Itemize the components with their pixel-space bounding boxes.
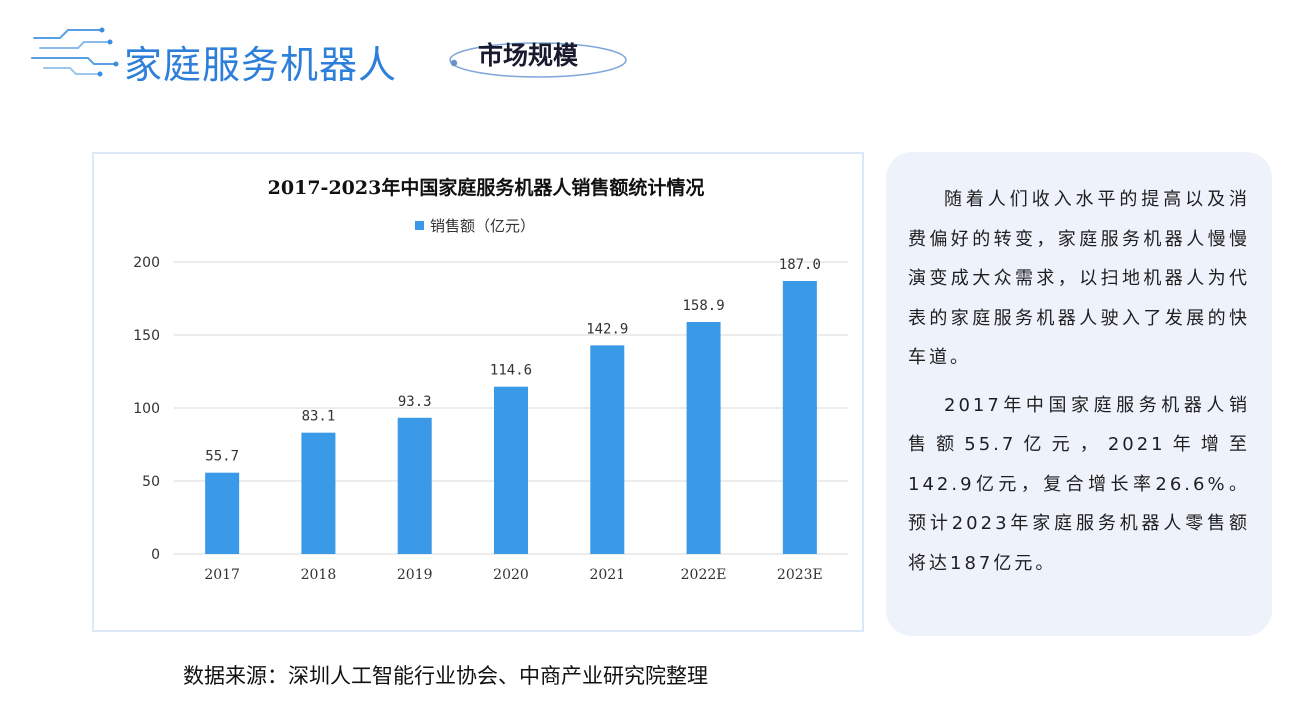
value-label: 158.9 — [682, 298, 724, 314]
chart-title: 2017-2023年中国家庭服务机器人销售额统计情况 — [268, 176, 705, 199]
circuit-lines-icon — [31, 27, 119, 77]
value-label: 142.9 — [586, 321, 628, 337]
bar-2018 — [301, 432, 336, 554]
value-label: 187.0 — [779, 257, 821, 273]
section-tag-ellipse — [449, 42, 627, 78]
y-axis-ticks: 0 50 100 150 200 — [133, 255, 160, 563]
value-labels: 55.7 83.1 93.3 114.6 142.9 158.9 187.0 — [205, 257, 821, 465]
y-tick-label: 0 — [151, 547, 160, 563]
y-tick-label: 150 — [133, 328, 160, 344]
value-label: 93.3 — [398, 394, 432, 410]
legend-label: 销售额（亿元） — [430, 217, 535, 235]
y-tick-label: 200 — [133, 255, 160, 271]
value-label: 55.7 — [205, 449, 239, 465]
bar-2022E — [686, 322, 721, 554]
bar-2017 — [205, 472, 240, 554]
chart-panel: 2017-2023年中国家庭服务机器人销售额统计情况 销售额（亿元） 0 50 10… — [92, 152, 864, 632]
description-panel: 随着人们收入水平的提高以及消费偏好的转变，家庭服务机器人慢慢演变成大众需求，以扫… — [886, 152, 1272, 636]
section-tag: 市场规模 — [478, 41, 579, 70]
legend-swatch — [415, 221, 424, 230]
bar-chart: 2017-2023年中国家庭服务机器人销售额统计情况 销售额（亿元） 0 50 10… — [133, 176, 848, 583]
value-label: 83.1 — [302, 409, 336, 425]
bars — [205, 280, 817, 554]
page-header: 家庭服务机器人 市场规模 — [0, 0, 1297, 110]
x-tick-label: 2017 — [204, 567, 240, 583]
source-note: 数据来源：深圳人工智能行业协会、中商产业研究院整理 — [183, 664, 708, 688]
description-paragraph-1: 随着人们收入水平的提高以及消费偏好的转变，家庭服务机器人慢慢演变成大众需求，以扫… — [908, 189, 1250, 368]
x-tick-label: 2022E — [681, 567, 727, 583]
x-tick-label: 2021 — [589, 567, 625, 583]
y-tick-label: 100 — [133, 401, 160, 417]
page-title: 家庭服务机器人 — [124, 43, 398, 87]
bar-2020 — [494, 386, 528, 554]
bar-2021 — [590, 345, 625, 554]
x-axis-ticks: 2017 2018 2019 2020 2021 2022E 2023E — [204, 567, 822, 583]
x-tick-label: 2018 — [301, 567, 337, 583]
y-tick-label: 50 — [142, 474, 160, 490]
x-tick-label: 2020 — [493, 567, 529, 583]
bar-2019 — [397, 417, 432, 554]
value-label: 114.6 — [490, 363, 532, 379]
bar-2023E — [782, 280, 817, 554]
description-paragraph-2: 2017年中国家庭服务机器人销售额55.7亿元，2021年增至142.9亿元，复… — [908, 394, 1250, 574]
x-tick-label: 2023E — [777, 567, 823, 583]
x-tick-label: 2019 — [397, 567, 433, 583]
